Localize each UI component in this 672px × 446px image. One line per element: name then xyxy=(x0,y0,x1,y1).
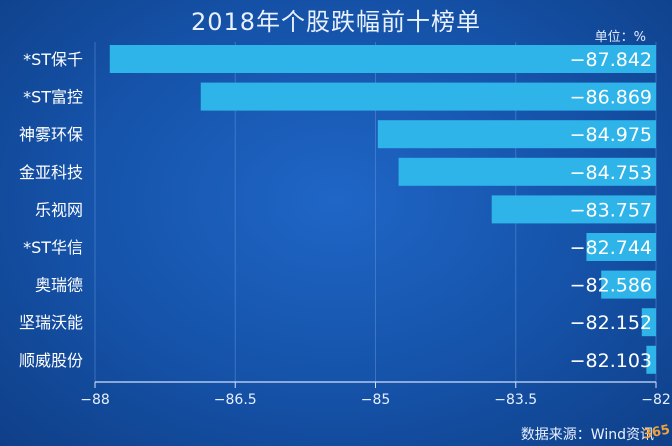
data-label: −86.869 xyxy=(570,87,652,109)
category-label: 奥瑞德 xyxy=(35,276,83,295)
data-label: −84.975 xyxy=(570,124,652,146)
category-label: 乐视网 xyxy=(35,200,83,219)
bar xyxy=(200,82,656,111)
data-label: −82.103 xyxy=(570,350,652,372)
data-label: −82.152 xyxy=(570,312,652,334)
category-label: 坚瑞沃能 xyxy=(19,313,83,332)
bar xyxy=(646,345,656,374)
data-label: −82.744 xyxy=(570,237,652,259)
x-tick-label: −86.5 xyxy=(214,392,257,408)
category-label: 顺威股份 xyxy=(19,351,83,370)
x-tick-label: −85 xyxy=(361,392,391,408)
x-tick-label: −88 xyxy=(80,392,110,408)
data-label: −82.586 xyxy=(570,275,652,297)
unit-label: 单位：% xyxy=(594,30,646,45)
bar xyxy=(586,233,656,261)
data-label: −84.753 xyxy=(570,162,652,184)
bar xyxy=(641,308,656,337)
x-tick-label: −83.5 xyxy=(494,392,537,408)
category-label: *ST华信 xyxy=(23,238,83,257)
source-note: 数据来源：Wind资讯 xyxy=(520,427,654,443)
bar xyxy=(601,270,656,299)
bar xyxy=(109,45,656,73)
category-label: 神雾环保 xyxy=(19,125,83,144)
bar xyxy=(398,157,656,186)
category-label: *ST富控 xyxy=(23,88,83,107)
data-label: −87.842 xyxy=(570,49,652,71)
bar xyxy=(377,120,656,149)
category-label: 金亚科技 xyxy=(19,163,83,182)
chart-title: 2018年个股跌幅前十榜单 xyxy=(190,8,482,36)
data-label: −83.757 xyxy=(570,199,652,221)
x-tick-label: −82 xyxy=(641,392,671,408)
bar xyxy=(491,195,656,224)
category-label: *ST保千 xyxy=(23,50,83,69)
